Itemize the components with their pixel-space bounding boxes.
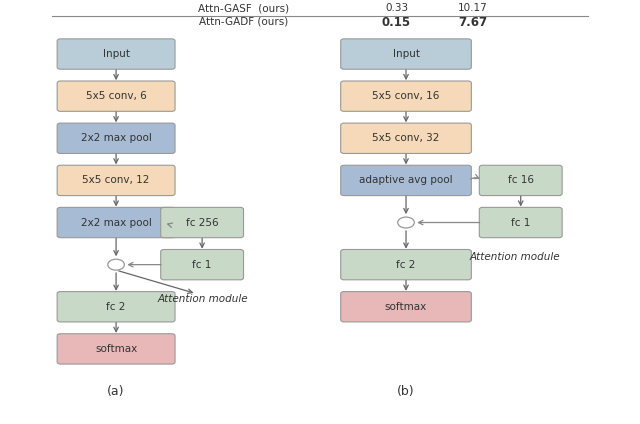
- Text: 5x5 conv, 6: 5x5 conv, 6: [86, 91, 147, 101]
- Text: fc 16: fc 16: [508, 176, 534, 185]
- FancyBboxPatch shape: [340, 81, 471, 112]
- FancyBboxPatch shape: [161, 249, 244, 280]
- Text: (b): (b): [397, 385, 415, 398]
- FancyBboxPatch shape: [57, 334, 175, 364]
- Text: 2x2 max pool: 2x2 max pool: [81, 218, 152, 228]
- FancyBboxPatch shape: [161, 207, 244, 238]
- Text: Attention module: Attention module: [157, 294, 248, 304]
- Text: softmax: softmax: [385, 302, 427, 312]
- FancyBboxPatch shape: [340, 39, 471, 69]
- Text: 10.17: 10.17: [458, 3, 488, 14]
- Circle shape: [108, 259, 124, 270]
- FancyBboxPatch shape: [479, 165, 562, 195]
- Text: (a): (a): [108, 385, 125, 398]
- Text: 5x5 conv, 32: 5x5 conv, 32: [372, 133, 440, 143]
- Text: 5x5 conv, 12: 5x5 conv, 12: [83, 176, 150, 185]
- FancyBboxPatch shape: [57, 292, 175, 322]
- Text: fc 256: fc 256: [186, 218, 218, 228]
- Text: 0.33: 0.33: [385, 3, 408, 14]
- Text: fc 2: fc 2: [106, 302, 126, 312]
- FancyBboxPatch shape: [340, 165, 471, 195]
- Text: fc 2: fc 2: [396, 259, 416, 270]
- Text: 5x5 conv, 16: 5x5 conv, 16: [372, 91, 440, 101]
- Text: fc 1: fc 1: [511, 218, 531, 228]
- Text: softmax: softmax: [95, 344, 137, 354]
- FancyBboxPatch shape: [340, 249, 471, 280]
- FancyBboxPatch shape: [57, 207, 175, 238]
- Text: 0.15: 0.15: [382, 16, 411, 29]
- FancyBboxPatch shape: [57, 165, 175, 195]
- Text: Attn-GASF  (ours): Attn-GASF (ours): [198, 3, 289, 14]
- Text: fc 1: fc 1: [193, 259, 212, 270]
- Text: Attention module: Attention module: [470, 252, 561, 262]
- FancyBboxPatch shape: [57, 81, 175, 112]
- FancyBboxPatch shape: [57, 123, 175, 153]
- Text: Input: Input: [392, 49, 420, 59]
- Text: Attn-GADF (ours): Attn-GADF (ours): [199, 16, 288, 26]
- FancyBboxPatch shape: [479, 207, 562, 238]
- Text: Input: Input: [102, 49, 129, 59]
- FancyBboxPatch shape: [340, 123, 471, 153]
- Text: 7.67: 7.67: [458, 16, 488, 29]
- Text: 2x2 max pool: 2x2 max pool: [81, 133, 152, 143]
- Circle shape: [397, 217, 414, 228]
- Text: adaptive avg pool: adaptive avg pool: [359, 176, 453, 185]
- FancyBboxPatch shape: [340, 292, 471, 322]
- FancyBboxPatch shape: [57, 39, 175, 69]
